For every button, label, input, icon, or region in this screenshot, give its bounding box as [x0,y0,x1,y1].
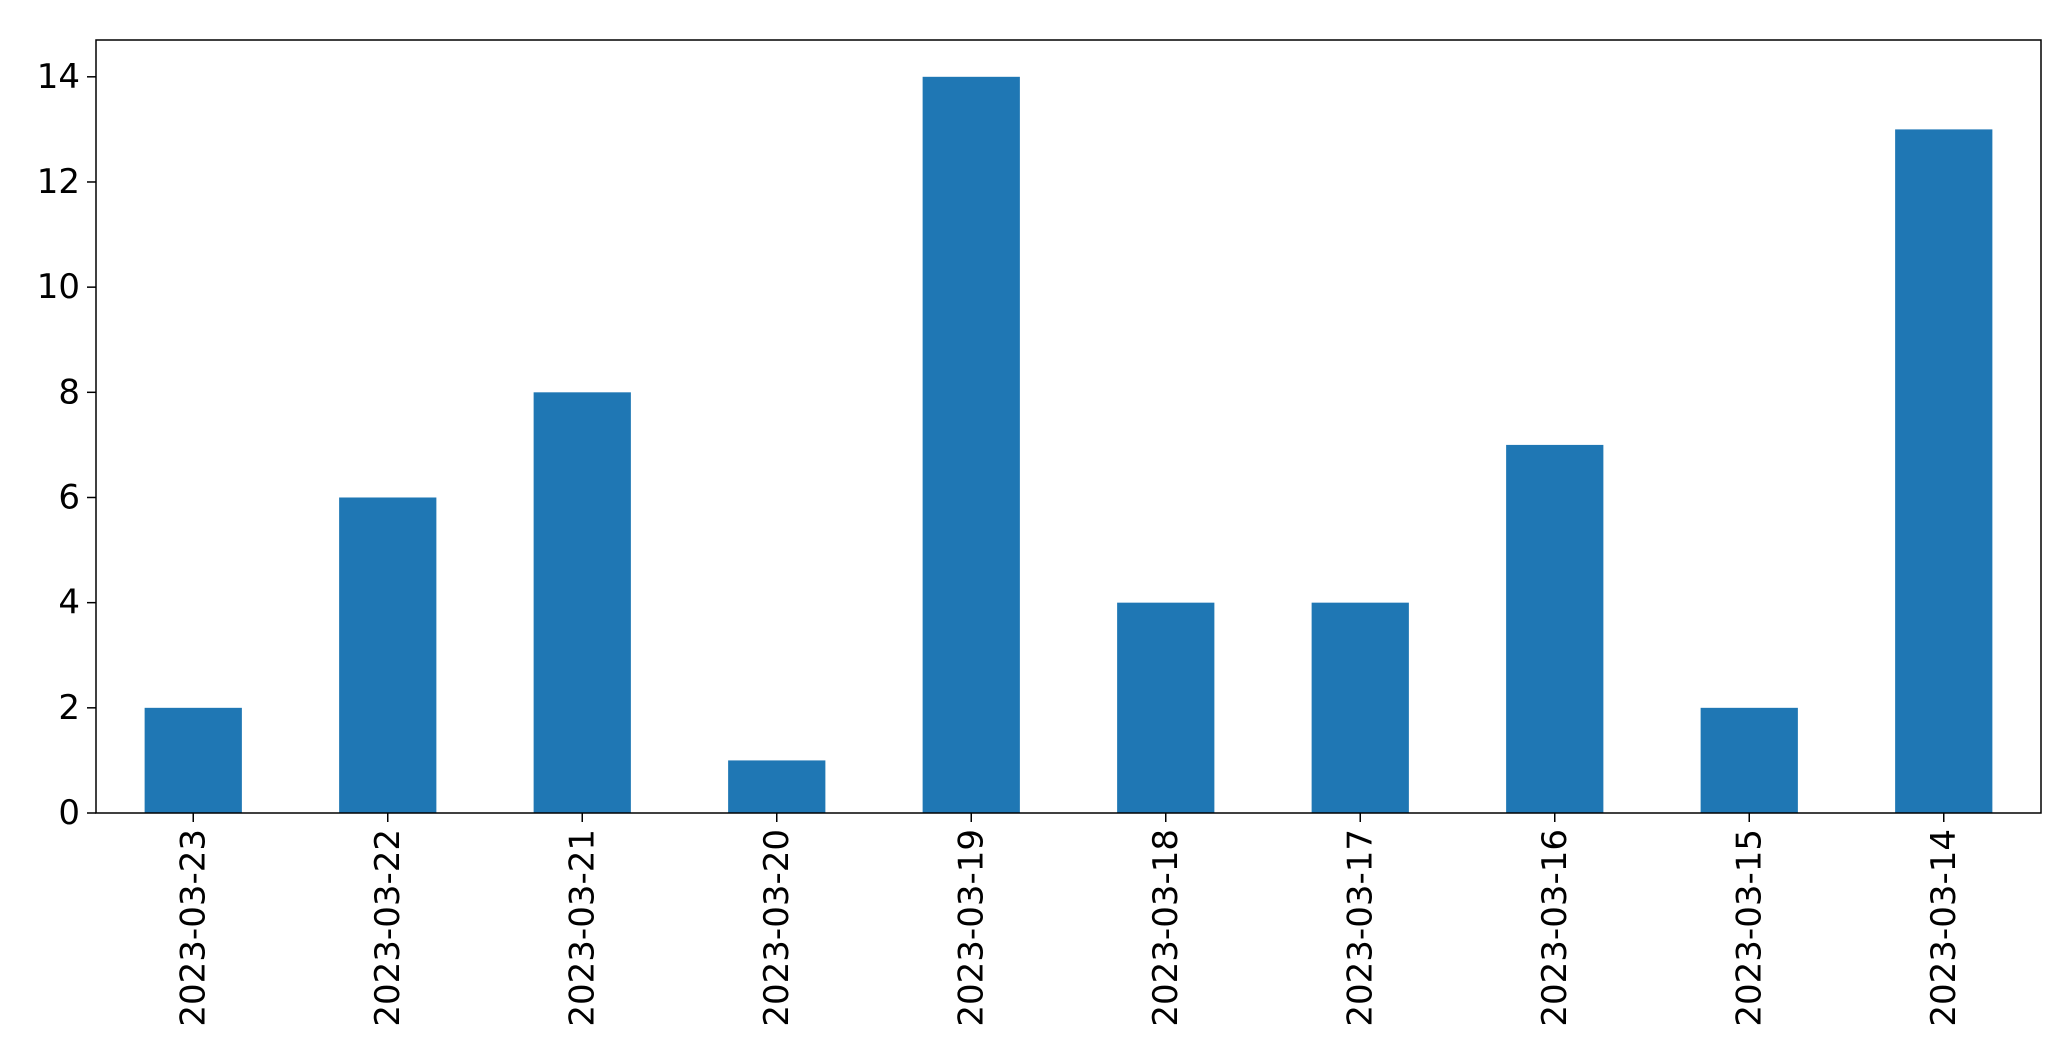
x-tick-label: 2023-03-21 [562,829,602,1027]
bars-group [144,76,1993,814]
bar-2023-03-14 [1895,129,1993,814]
x-tick-label: 2023-03-17 [1340,829,1380,1027]
bar-2023-03-23 [144,707,242,813]
bar-2023-03-22 [339,497,437,813]
y-tick-label: 4 [58,583,80,623]
bar-2023-03-19 [922,76,1020,814]
y-tick-label: 2 [58,688,80,728]
bar-2023-03-18 [1117,602,1215,813]
x-axis: 2023-03-23 2023-03-22 2023-03-21 2023-03-20… [173,813,1964,1027]
x-tick-label: 2023-03-20 [757,829,797,1027]
bar-2023-03-17 [1311,602,1409,813]
y-tick-label: 6 [58,477,80,517]
x-tick-label: 2023-03-16 [1535,829,1575,1027]
x-tick-label: 2023-03-15 [1729,829,1769,1027]
bar-2023-03-15 [1700,707,1798,813]
y-tick-label: 8 [58,372,80,412]
y-tick-label: 14 [37,57,80,97]
plot-frame [95,39,2042,814]
bar-2023-03-20 [728,760,826,813]
x-tick-label: 2023-03-22 [368,829,408,1027]
x-tick-label: 2023-03-19 [951,829,991,1027]
y-tick-label: 0 [58,793,80,833]
bar-2023-03-16 [1506,444,1604,813]
x-tick-label: 2023-03-23 [173,829,213,1027]
x-tick-label: 2023-03-18 [1146,829,1186,1027]
x-tick-label: 2023-03-14 [1924,829,1964,1027]
y-axis: 0 2 4 6 8 10 12 14 [37,57,96,833]
bar-2023-03-21 [533,392,631,813]
y-tick-label: 10 [37,267,80,307]
y-tick-label: 12 [37,162,80,202]
